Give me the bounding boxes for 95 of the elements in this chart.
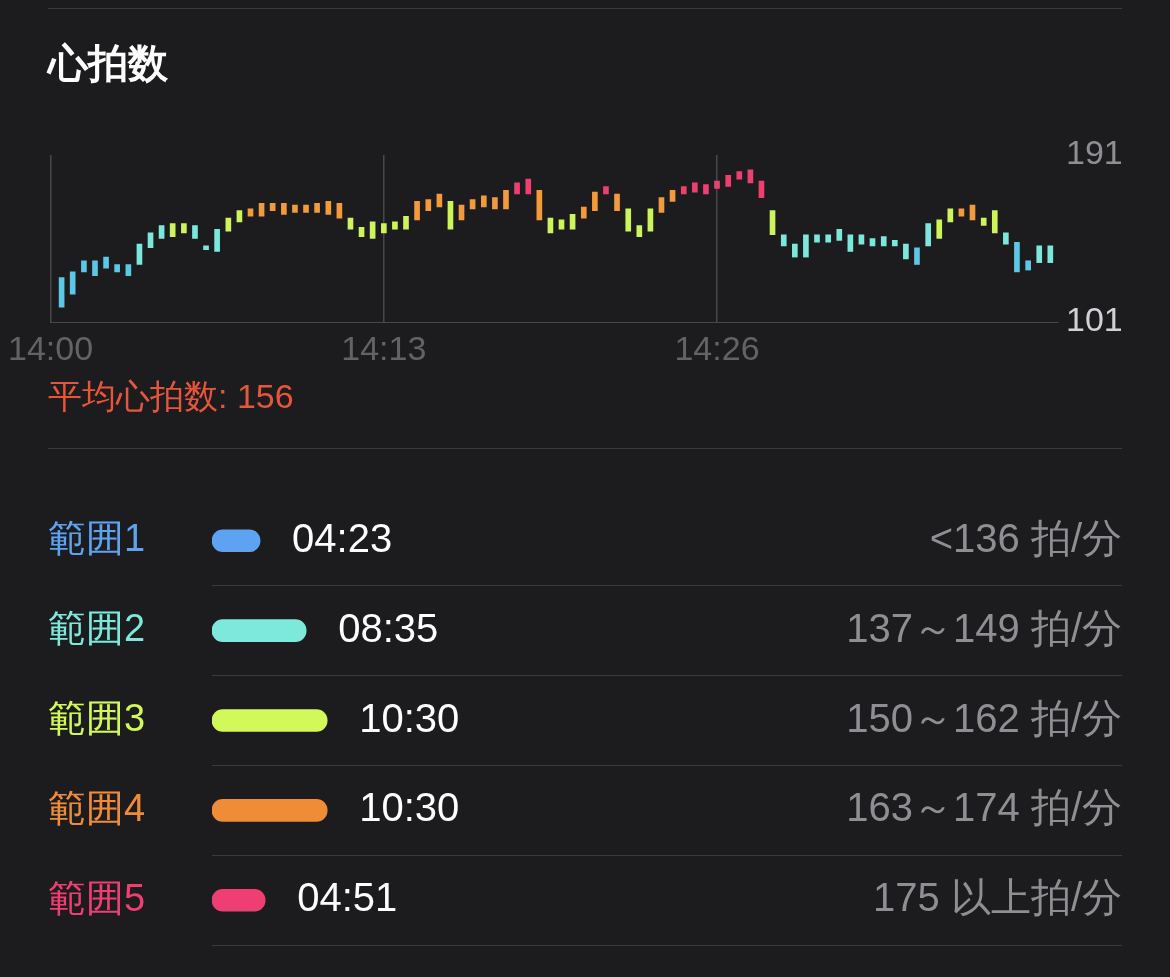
bar [212, 709, 328, 732]
bar [847, 234, 854, 252]
bar [814, 234, 820, 243]
text: 平均心拍数: 156 [48, 376, 294, 417]
bar [425, 199, 432, 211]
bar [1047, 245, 1054, 263]
bar [614, 193, 620, 211]
bar [980, 217, 987, 226]
bar [212, 619, 307, 642]
bar [325, 201, 332, 215]
bar [192, 225, 198, 239]
y-tick-label: 範囲4 [48, 786, 146, 829]
bar [314, 202, 320, 213]
y-tick-label: 範囲1 [48, 517, 146, 560]
bar [1014, 241, 1020, 273]
bar [914, 247, 920, 265]
bar [392, 221, 398, 230]
bar [1036, 245, 1043, 263]
bar [903, 243, 909, 260]
data-label: 04:51 [297, 875, 398, 920]
bar [181, 223, 187, 234]
bar [936, 219, 943, 239]
bar [69, 271, 76, 295]
bar [725, 175, 732, 187]
bar [991, 210, 998, 234]
bar [169, 223, 176, 237]
x-tick-label: 14:00 [7, 328, 94, 367]
bar [880, 236, 887, 247]
bar [636, 225, 643, 237]
bar [792, 243, 798, 258]
bar [569, 214, 576, 230]
bar [158, 225, 165, 239]
bar [247, 208, 254, 217]
bar [958, 208, 965, 217]
data-label: 10:30 [359, 785, 460, 830]
bar [825, 234, 832, 243]
bar [525, 178, 532, 195]
text: 137～149 拍/分 [846, 605, 1122, 650]
data-label: 04:23 [292, 515, 393, 560]
bar [603, 186, 609, 195]
bar [658, 197, 665, 213]
data-label: 10:30 [359, 695, 460, 740]
bar [1025, 260, 1031, 271]
bar [680, 186, 687, 195]
bar [203, 245, 209, 250]
bar [692, 182, 698, 193]
bar [1003, 232, 1009, 245]
bar [214, 228, 220, 252]
bar [736, 171, 743, 180]
bar [669, 189, 676, 202]
bar [503, 189, 509, 210]
text: 163～174 拍/分 [846, 785, 1122, 830]
bar [947, 208, 954, 223]
bar [514, 182, 520, 195]
y-tick-label: 191 [1066, 133, 1123, 172]
bar [92, 260, 98, 276]
y-tick-label: 範囲2 [48, 607, 146, 650]
y-tick-label: 101 [1066, 300, 1123, 339]
bar [580, 206, 587, 219]
bar [281, 202, 287, 215]
bar [492, 197, 498, 210]
bar [292, 204, 298, 213]
bar [125, 264, 132, 276]
bar [212, 799, 328, 822]
x-tick-label: 14:26 [674, 328, 760, 367]
bar [703, 184, 709, 195]
bar [481, 195, 487, 208]
bar [780, 234, 787, 247]
bar [592, 191, 598, 211]
bar [414, 201, 420, 221]
bar [625, 208, 632, 232]
bar [103, 256, 109, 269]
bar [381, 223, 387, 234]
bar [403, 215, 409, 230]
bar [714, 180, 720, 189]
x-tick-label: 14:13 [341, 328, 427, 367]
y-tick-label: 範囲5 [48, 876, 146, 919]
bar [891, 240, 898, 247]
bar [925, 223, 932, 247]
data-label: 08:35 [338, 605, 439, 650]
bar [236, 210, 243, 223]
text: 175 以上拍/分 [873, 875, 1122, 920]
bar [369, 221, 376, 239]
text: <136 拍/分 [929, 515, 1122, 560]
y-tick-label: 範囲3 [48, 696, 146, 739]
bar [258, 202, 265, 217]
text: 150～162 拍/分 [846, 695, 1122, 740]
bar [81, 260, 87, 273]
bar [303, 204, 309, 213]
bar [447, 201, 454, 230]
bar [803, 234, 809, 258]
bar [347, 217, 354, 230]
chart-title: 心拍数 [48, 40, 168, 87]
bar [114, 264, 120, 273]
bar [836, 228, 843, 241]
